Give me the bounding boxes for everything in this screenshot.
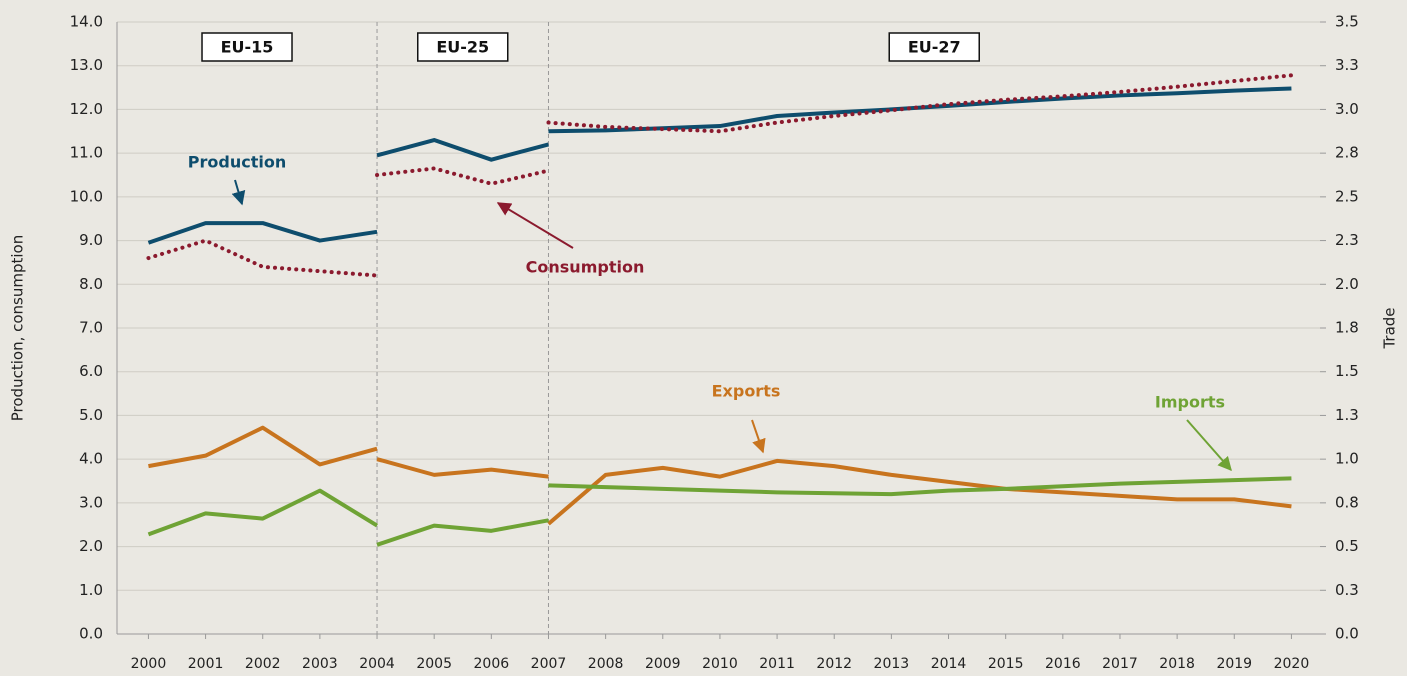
period-box: [201, 32, 293, 62]
y-tick-label: 1.0: [79, 581, 103, 599]
x-tick-label: 2010: [702, 656, 738, 672]
y2-tick-label: 1.3: [1335, 406, 1359, 424]
x-tick-label: 2011: [759, 656, 795, 672]
y-tick-label: 13.0: [70, 56, 103, 74]
period-box: [417, 32, 509, 62]
y2-tick-label: 1.0: [1335, 450, 1359, 468]
x-tick-label: 2016: [1045, 656, 1081, 672]
period-label: EU-25: [436, 38, 489, 57]
series-line: [547, 458, 1292, 526]
x-tick-label: 2019: [1216, 656, 1252, 672]
y2-tick-label: 2.8: [1335, 144, 1359, 162]
x-tick-label: 2002: [245, 656, 281, 672]
period-label: EU-27: [908, 38, 961, 57]
period-box: [888, 32, 980, 62]
y-tick-label: 8.0: [79, 275, 103, 293]
x-tick-label: 2003: [302, 656, 338, 672]
x-tick-label: 2009: [645, 656, 681, 672]
y2-axis-label: Trade: [1381, 307, 1399, 349]
period-label: EU-15: [221, 38, 274, 57]
series-annotation: Consumption: [526, 258, 645, 277]
x-tick-label: 2007: [531, 656, 567, 672]
y-tick-label: 9.0: [79, 231, 103, 249]
y-tick-label: 4.0: [79, 450, 103, 468]
annotation-arrow: [231, 179, 246, 206]
y-tick-label: 10.0: [70, 187, 103, 205]
y2-tick-label: 1.8: [1335, 319, 1359, 337]
series-line: [548, 86, 1292, 134]
series-line: [148, 425, 378, 469]
x-tick-label: 2020: [1274, 656, 1310, 672]
series-line: [146, 238, 380, 278]
x-tick-label: 2000: [131, 656, 167, 672]
y2-tick-label: 2.0: [1335, 275, 1359, 293]
x-tick-label: 2005: [416, 656, 452, 672]
x-tick-label: 2004: [359, 656, 395, 672]
y-tick-label: 7.0: [79, 319, 103, 337]
y-tick-label: 0.0: [79, 625, 103, 643]
x-tick-label: 2001: [188, 656, 224, 672]
y-tick-label: 3.0: [79, 493, 103, 511]
x-tick-label: 2008: [588, 656, 624, 672]
x-tick-label: 2015: [988, 656, 1024, 672]
y2-tick-label: 0.8: [1335, 493, 1359, 511]
series-line: [147, 221, 378, 245]
series-line: [546, 73, 1294, 134]
y-tick-label: 5.0: [79, 406, 103, 424]
series-line: [376, 138, 549, 162]
y2-tick-label: 2.5: [1335, 187, 1359, 205]
x-tick-label: 2006: [474, 656, 510, 672]
x-tick-label: 2018: [1159, 656, 1195, 672]
y2-tick-label: 3.5: [1335, 13, 1359, 31]
series-annotation: Imports: [1155, 393, 1225, 412]
series-line: [376, 518, 549, 547]
x-tick-label: 2012: [816, 656, 852, 672]
y2-tick-label: 0.5: [1335, 537, 1359, 555]
x-tick-label: 2014: [931, 656, 967, 672]
annotation-arrow: [751, 419, 766, 454]
series-line: [147, 488, 379, 537]
y2-tick-label: 3.0: [1335, 100, 1359, 118]
y2-tick-label: 3.3: [1335, 56, 1359, 74]
y2-tick-label: 0.0: [1335, 625, 1359, 643]
y-tick-label: 2.0: [79, 537, 103, 555]
series-annotation: Production: [188, 153, 286, 172]
series-line: [375, 166, 551, 186]
annotation-arrow: [496, 202, 574, 249]
y-tick-label: 12.0: [70, 100, 103, 118]
y2-tick-label: 2.3: [1335, 231, 1359, 249]
y-axis-label: Production, consumption: [9, 235, 27, 421]
y2-tick-label: 0.3: [1335, 581, 1359, 599]
x-tick-label: 2017: [1102, 656, 1138, 672]
series-line: [376, 457, 549, 479]
x-tick-label: 2013: [874, 656, 910, 672]
series-line: [548, 476, 1292, 497]
y-tick-label: 14.0: [70, 13, 103, 31]
y-tick-label: 6.0: [79, 362, 103, 380]
y-tick-label: 11.0: [70, 144, 103, 162]
annotation-arrow: [1186, 419, 1232, 472]
y2-tick-label: 1.5: [1335, 362, 1359, 380]
series-annotation: Exports: [712, 382, 781, 401]
